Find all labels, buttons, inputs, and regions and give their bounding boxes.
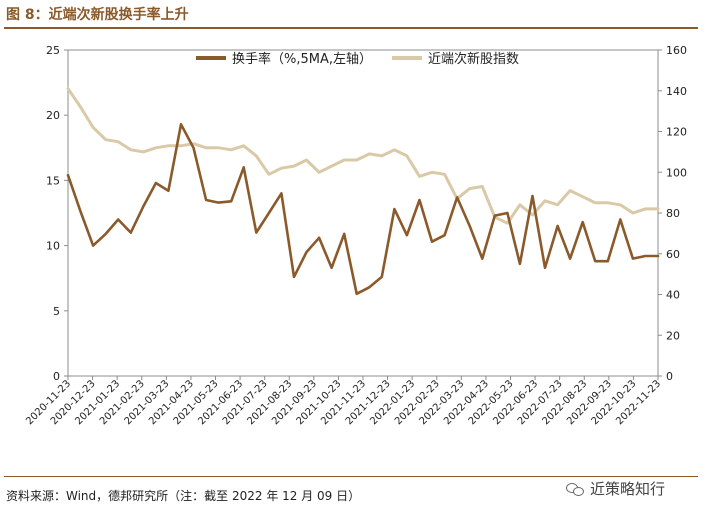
plot-frame — [67, 49, 659, 377]
left-tick-label: 25 — [46, 44, 60, 57]
watermark-text: 近策略知行 — [590, 480, 666, 498]
right-tick-label: 60 — [666, 248, 680, 261]
watermark: 近策略知行 — [566, 478, 665, 499]
index-line — [66, 87, 660, 225]
right-tick-label: 140 — [666, 85, 687, 98]
left-tick-label: 20 — [46, 109, 60, 122]
right-tick-label: 80 — [666, 207, 680, 220]
left-tick-label: 10 — [46, 240, 60, 253]
source-note: 资料来源：Wind，德邦研究所（注：截至 2022 年 12 月 09 日） — [6, 489, 361, 503]
wechat-icon — [566, 482, 584, 496]
right-tick-label: 120 — [666, 126, 687, 139]
top-rule — [4, 27, 698, 29]
left-tick-label: 15 — [46, 174, 60, 187]
turnover-line — [66, 123, 660, 296]
right-tick-label: 100 — [666, 166, 687, 179]
legend: 换手率（%,5MA,左轴） 近端次新股指数 — [196, 51, 519, 67]
right-tick-label: 40 — [666, 289, 680, 302]
right-tick-label: 20 — [666, 329, 680, 342]
series-lines — [66, 87, 660, 296]
chart-area: 05101520250204060801001201401602020-11-2… — [24, 44, 687, 427]
right-tick-label: 160 — [666, 44, 687, 57]
left-tick-label: 0 — [53, 370, 60, 383]
right-tick-label: 0 — [666, 370, 673, 383]
bottom-rule — [4, 476, 698, 477]
left-tick-label: 5 — [53, 305, 60, 318]
figure-title: 图 8：近端次新股换手率上升 — [6, 7, 189, 23]
legend-label-turnover: 换手率（%,5MA,左轴） — [232, 51, 372, 67]
legend-label-index: 近端次新股指数 — [428, 51, 519, 67]
